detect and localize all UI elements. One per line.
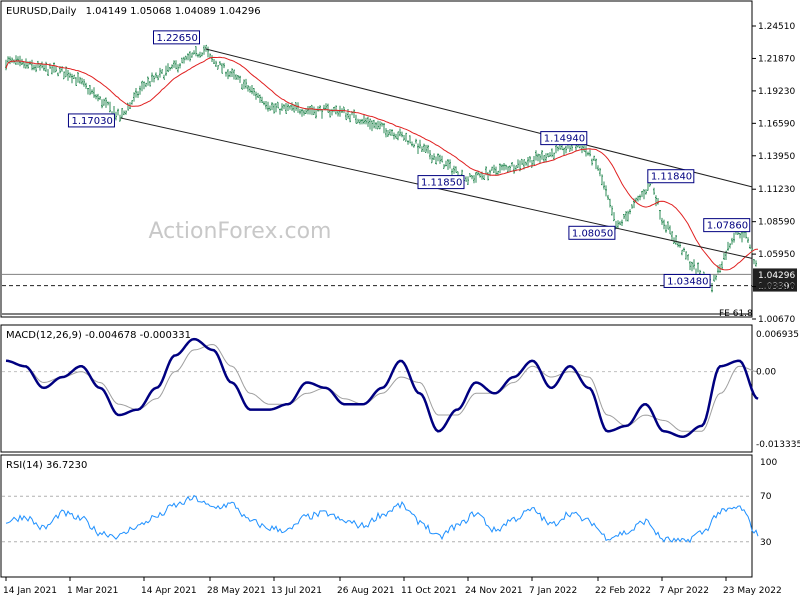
price-tag-box [753,279,797,292]
macd-layer [2,337,759,438]
swing-label: 1.08050 [572,228,613,239]
swing-label-box [647,169,695,184]
fe-label: FE 61.8 [719,309,753,319]
swing-label-box [663,273,711,288]
x-axis-label: 11 Oct 2021 [401,586,457,596]
swing-label: 1.14940 [544,134,585,145]
x-axis-label: 28 May 2021 [207,586,266,596]
price-pane-frame [0,0,753,318]
price-axis-label: 1.19230 [758,87,795,97]
price-axis-label: 1.11230 [758,185,795,195]
swing-label: 1.07860 [707,221,748,232]
swing-label-box [568,225,616,240]
price-axis-label: 1.08590 [758,218,795,228]
price-axis-label: 1.21870 [758,54,795,64]
x-axis-label: 7 Apr 2022 [659,586,709,596]
ohlc-readout: 1.04149 1.05068 1.04089 1.04296 [86,6,261,17]
axis-layer: 1.24510 1.21870 1.19230 1.16590 1.13950 1.112… [3,22,800,596]
price-tag-box [753,268,797,281]
swing-label: 1.17030 [71,116,112,127]
price-ohlc-bars [5,44,759,293]
price-axis-label: 1.05950 [758,250,795,260]
price-axis-label: 1.16590 [758,119,795,129]
x-axis-label: 23 May 2022 [723,586,782,596]
channel-upper-line [205,48,753,188]
macd-title: MACD(12,26,9) -0.004678 -0.000331 [6,330,191,341]
x-axis-label: 14 Apr 2021 [141,586,197,596]
swing-label: 1.03480 [667,276,708,287]
swing-label-box [703,218,751,233]
swing-label: 1.11850 [421,178,462,189]
macd-line [5,337,759,438]
x-axis-label: 26 Aug 2021 [337,586,395,596]
x-axis-label: 7 Jan 2022 [529,586,577,596]
price-axis-label: 1.24510 [758,22,795,32]
rsi-pane-frame [0,454,753,578]
swing-label: 1.11840 [651,172,692,183]
price-axis-label: 1.03310 [758,283,795,293]
x-axis-label: 1 Mar 2021 [67,586,118,596]
rsi-line [5,494,759,544]
rsi-axis-label: 70 [760,492,772,502]
swing-label-box [540,131,588,146]
rsi-title: RSI(14) 36.7230 [6,460,87,471]
x-axis-label: 13 Jul 2021 [271,586,322,596]
moving-average-line [5,56,758,271]
rsi-axis-label: 100 [760,458,777,468]
x-axis-label: 24 Nov 2021 [465,586,523,596]
x-axis-label: 22 Feb 2022 [595,586,651,596]
macd-axis-label: 0.006935 [756,330,799,340]
x-axis-label: 14 Jan 2021 [3,586,57,596]
price-axis-label: 1.00670 [758,315,795,325]
price-tag-label: 1.04296 [758,271,795,281]
swing-label: 1.22650 [157,33,198,44]
price-tag-label: 1.03390 [758,282,795,292]
macd-axis-label: 0.00 [756,368,776,378]
price-axis-label: 1.13950 [758,152,795,162]
symbol-title: EURUSD,Daily 1.04149 1.05068 1.04089 1.0… [6,6,261,17]
rsi-axis-label: 30 [760,538,772,548]
macd-pane-frame [0,324,753,453]
watermark: ActionForex.com [149,219,332,244]
swing-label-box [67,113,115,128]
macd-signal-line [5,343,759,432]
swing-label-box [417,175,465,190]
macd-axis-label: -0.013335 [756,440,800,450]
rsi-layer [2,494,759,544]
swing-label-box [153,30,200,45]
